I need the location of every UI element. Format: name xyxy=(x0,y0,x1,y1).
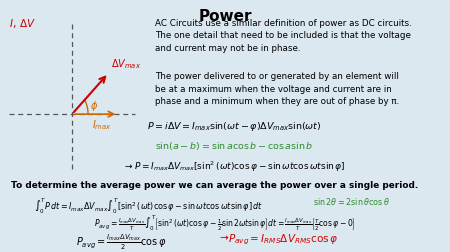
Text: $P_{avg} = \frac{I_{max}\Delta V_{max}}{2}\cos\varphi$: $P_{avg} = \frac{I_{max}\Delta V_{max}}{… xyxy=(76,231,167,251)
Text: $\phi$: $\phi$ xyxy=(90,99,98,113)
Text: $\rightarrow$: $\rightarrow$ xyxy=(216,231,229,241)
Text: $\sin(a - b) = \sin a\cos b - \cos a\sin b$: $\sin(a - b) = \sin a\cos b - \cos a\sin… xyxy=(155,140,313,152)
Text: The power delivered to or generated by an element will
be at a maximum when the : The power delivered to or generated by a… xyxy=(155,72,400,106)
Text: $P = i\Delta V = I_{max}\sin(\omega t - \varphi)\Delta V_{max}\sin(\omega t)$: $P = i\Delta V = I_{max}\sin(\omega t - … xyxy=(147,120,321,133)
Text: $\Delta V_{max}$: $\Delta V_{max}$ xyxy=(111,57,141,71)
Text: $\int_0^T P\,dt = I_{max}\Delta V_{max}\int_0^T[\sin^2(\omega t)\cos\varphi - \s: $\int_0^T P\,dt = I_{max}\Delta V_{max}\… xyxy=(34,195,263,215)
Text: Power: Power xyxy=(198,9,252,24)
Text: $P_{avg} = \frac{I_{max}\Delta V_{max}}{T}\int_0^T\left[\sin^2(\omega t)\cos\var: $P_{avg} = \frac{I_{max}\Delta V_{max}}{… xyxy=(94,212,356,232)
Text: $\rightarrow P = I_{max}\Delta V_{max}[\sin^2(\omega t)\cos\varphi - \sin\omega : $\rightarrow P = I_{max}\Delta V_{max}[\… xyxy=(123,159,345,173)
Text: To determine the average power we can average the power over a single period.: To determine the average power we can av… xyxy=(11,180,418,189)
Text: AC Circuits use a similar definition of power as DC circuits.
The one detail tha: AC Circuits use a similar definition of … xyxy=(155,19,412,53)
Text: $P_{avg} = I_{RMS}\Delta V_{RMS}\cos\varphi$: $P_{avg} = I_{RMS}\Delta V_{RMS}\cos\var… xyxy=(229,231,338,246)
Text: $I,\,\Delta V$: $I,\,\Delta V$ xyxy=(9,17,36,30)
Text: $I_{max}$: $I_{max}$ xyxy=(92,118,112,132)
Text: $\sin 2\theta = 2\sin\theta\cos\theta$: $\sin 2\theta = 2\sin\theta\cos\theta$ xyxy=(313,195,389,206)
